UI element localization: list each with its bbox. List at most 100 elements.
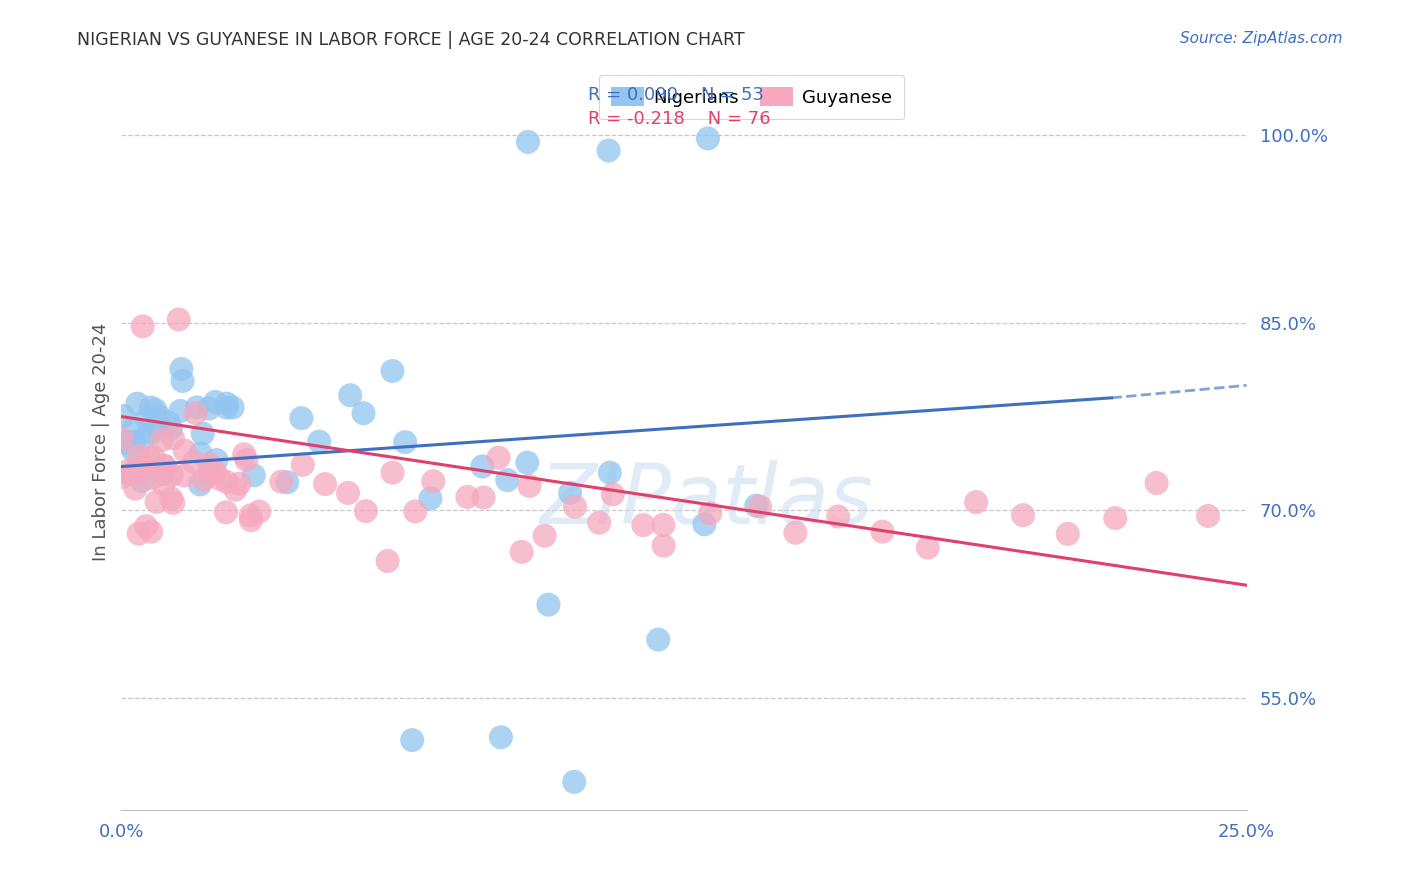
Point (215, 401, 238, 415)
Point (139, 425, 162, 440)
Point (381, 466, 404, 480)
Point (132, 319, 155, 334)
Text: NIGERIAN VS GUYANESE IN LABOR FORCE | AGE 20-24 CORRELATION CHART: NIGERIAN VS GUYANESE IN LABOR FORCE | AG… (77, 31, 745, 49)
Point (517, 135, 540, 149)
Point (1056, 527, 1078, 541)
Point (489, 731, 512, 745)
Point (917, 541, 939, 555)
Point (150, 433, 173, 447)
Point (152, 477, 174, 491)
Point (167, 312, 190, 326)
Point (221, 401, 243, 415)
Point (152, 467, 174, 482)
Point (242, 468, 264, 483)
Point (308, 434, 330, 449)
Point (122, 435, 145, 450)
Point (598, 144, 620, 158)
Point (204, 464, 226, 478)
Point (510, 545, 533, 559)
Point (114, 465, 136, 479)
Point (132, 462, 155, 476)
Point (208, 472, 231, 486)
Point (111, 432, 134, 446)
Y-axis label: In Labor Force | Age 20-24: In Labor Force | Age 20-24 (93, 322, 110, 561)
Point (120, 467, 142, 482)
Point (122, 444, 145, 458)
Point (472, 491, 495, 505)
Point (1146, 475, 1168, 490)
Point (138, 450, 160, 465)
Point (132, 432, 155, 446)
Point (228, 476, 250, 491)
Point (162, 431, 184, 445)
Point (122, 422, 145, 436)
Point (239, 508, 262, 523)
Point (169, 404, 191, 418)
Point (401, 733, 423, 747)
Point (276, 475, 298, 490)
Point (533, 529, 555, 543)
Point (872, 524, 894, 539)
Legend: Nigerians, Guyanese: Nigerians, Guyanese (599, 75, 904, 120)
Point (602, 487, 624, 501)
Point (143, 403, 166, 417)
Point (697, 131, 720, 145)
Text: Source: ZipAtlas.com: Source: ZipAtlas.com (1180, 31, 1343, 46)
Point (652, 517, 675, 532)
Point (377, 554, 399, 568)
Point (141, 471, 163, 485)
Point (419, 491, 441, 506)
Point (290, 411, 312, 425)
Point (131, 474, 153, 488)
Point (233, 447, 256, 461)
Point (633, 518, 655, 533)
Point (183, 455, 205, 469)
Point (172, 374, 194, 388)
Point (745, 499, 768, 513)
Point (135, 519, 157, 533)
Point (127, 396, 149, 410)
Point (153, 458, 176, 473)
Point (173, 468, 195, 483)
Point (128, 449, 150, 463)
Point (699, 506, 721, 520)
Point (170, 362, 193, 376)
Point (314, 477, 336, 491)
Point (471, 459, 494, 474)
Point (188, 477, 211, 491)
Point (562, 775, 585, 789)
Point (519, 479, 541, 493)
Point (353, 406, 375, 420)
Point (652, 539, 675, 553)
Point (112, 409, 135, 423)
Point (647, 632, 669, 647)
Point (337, 486, 360, 500)
Point (204, 395, 226, 409)
Point (145, 495, 167, 509)
Point (111, 470, 134, 484)
Point (193, 473, 215, 487)
Point (205, 453, 228, 467)
Point (381, 364, 404, 378)
Point (114, 435, 136, 450)
Point (488, 450, 510, 465)
Point (599, 466, 621, 480)
Point (198, 401, 221, 416)
Point (139, 401, 162, 415)
Point (157, 416, 180, 430)
Point (404, 504, 426, 518)
Point (160, 491, 183, 506)
Point (564, 500, 586, 514)
Point (162, 496, 184, 510)
Point (588, 516, 610, 530)
Point (339, 388, 361, 402)
Point (1104, 511, 1126, 525)
Point (215, 475, 238, 489)
Point (128, 526, 150, 541)
Point (146, 422, 169, 436)
Point (270, 475, 292, 489)
Point (129, 462, 152, 476)
Point (190, 446, 212, 460)
Point (1197, 508, 1219, 523)
Point (160, 467, 183, 482)
